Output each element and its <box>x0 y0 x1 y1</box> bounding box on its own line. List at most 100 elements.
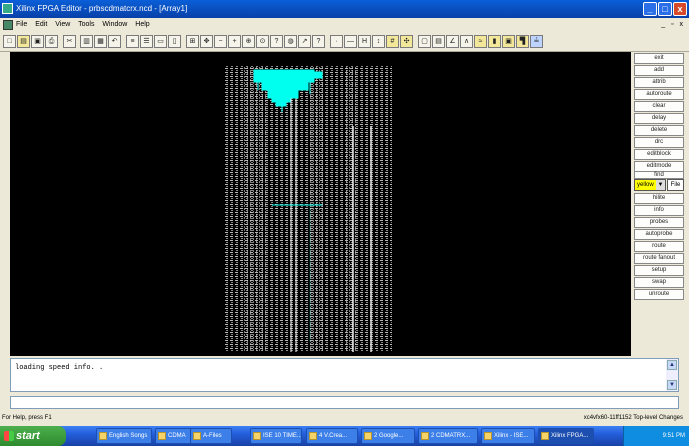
task-xilinx-ise[interactable]: Xilinx - ISE... <box>481 428 535 444</box>
start-button[interactable]: start <box>0 426 66 446</box>
status-device-info: xc4vfx60-11ff1152 Top-level Changes <box>583 415 683 421</box>
find-button[interactable]: find <box>634 171 684 179</box>
zoom-out-icon[interactable]: − <box>214 35 227 48</box>
task-google[interactable]: 2 Google... <box>361 428 415 444</box>
fpga-array-canvas[interactable] <box>10 52 631 356</box>
maximize-button[interactable]: □ <box>658 2 672 16</box>
route-button[interactable]: route <box>634 241 684 252</box>
task-xilinx-fpga[interactable]: Xilinx FPGA... <box>538 428 594 444</box>
minimize-button[interactable]: _ <box>643 2 657 16</box>
probes-button[interactable]: probes <box>634 217 684 228</box>
task-a-files[interactable]: A-Files <box>190 428 232 444</box>
clear-button[interactable]: clear <box>634 101 684 112</box>
task-english-songs[interactable]: English Songs <box>96 428 152 444</box>
port-icon[interactable]: ▮ <box>488 35 501 48</box>
zoom-select-icon[interactable]: ⊙ <box>256 35 269 48</box>
save-icon[interactable]: ▣ <box>31 35 44 48</box>
zoom-fit-icon[interactable]: ✥ <box>200 35 213 48</box>
list-view-icon[interactable]: ☰ <box>140 35 153 48</box>
delete-button[interactable]: delete <box>634 125 684 136</box>
window-title: Xilinx FPGA Editor - prbscdmatcrx.ncd - … <box>16 4 188 13</box>
pin-icon[interactable]: ↕ <box>372 35 385 48</box>
windows-taskbar: start English Songs CDMA A-Files ISE 10 … <box>0 426 689 446</box>
path-icon[interactable]: ∠ <box>446 35 459 48</box>
probe-icon[interactable]: ≈ <box>474 35 487 48</box>
layers-icon[interactable]: ≟ <box>530 35 543 48</box>
copy-icon[interactable]: ▥ <box>80 35 93 48</box>
paste-icon[interactable]: ▦ <box>94 35 107 48</box>
autoroute-button[interactable]: autoroute <box>634 89 684 100</box>
unroute-button[interactable]: unroute <box>634 289 684 300</box>
menu-edit[interactable]: Edit <box>35 21 48 28</box>
new-icon[interactable]: □ <box>3 35 16 48</box>
open-icon[interactable]: ▤ <box>17 35 30 48</box>
exit-button[interactable]: exit <box>634 53 684 64</box>
command-input[interactable] <box>10 396 679 409</box>
zoom-area-icon[interactable]: ⊕ <box>242 35 255 48</box>
attrib-button[interactable]: attrib <box>634 77 684 88</box>
zoom-in-icon[interactable]: + <box>228 35 241 48</box>
task-ise-time[interactable]: ISE 10 TIME... <box>250 428 302 444</box>
task-label: Xilinx - ISE... <box>494 433 529 439</box>
autoprobe-button[interactable]: autoprobe <box>634 229 684 240</box>
drc-button[interactable]: drc <box>634 137 684 148</box>
task-label: 2 Google... <box>374 433 404 439</box>
array-view-icon[interactable]: ≡ <box>126 35 139 48</box>
menu-bar: File Edit View Tools Window Help _ ▫ x <box>0 18 689 32</box>
stop-icon[interactable]: ◍ <box>284 35 297 48</box>
hline-icon[interactable]: — <box>344 35 357 48</box>
console-scrollbar[interactable]: ▲ ▼ <box>666 359 678 391</box>
windows-logo-icon <box>4 431 14 441</box>
route-fanout-button[interactable]: route fanout <box>634 253 684 264</box>
scroll-down-icon[interactable]: ▼ <box>667 380 677 390</box>
setup-button[interactable]: setup <box>634 265 684 276</box>
undo-icon[interactable]: ↶ <box>108 35 121 48</box>
print-icon[interactable]: ⎙ <box>45 35 58 48</box>
editblock-button[interactable]: editblock <box>634 149 684 160</box>
task-label: 4 V.Crea... <box>319 433 348 439</box>
help-pointer-icon[interactable]: ? <box>312 35 325 48</box>
hilite-button[interactable]: hilite <box>634 193 684 204</box>
menu-tools[interactable]: Tools <box>78 21 95 28</box>
hilite-color-select[interactable]: yellow ▼ <box>634 179 666 191</box>
net-icon[interactable]: # <box>386 35 399 48</box>
add-button[interactable]: add <box>634 65 684 76</box>
task-v-crea[interactable]: 4 V.Crea... <box>306 428 358 444</box>
clock-region-icon[interactable]: ▣ <box>502 35 515 48</box>
folder-icon <box>253 432 261 440</box>
hilite-file-button[interactable]: File <box>667 179 684 191</box>
chevron-down-icon[interactable]: ▼ <box>656 180 665 190</box>
component-icon[interactable]: ▢ <box>418 35 431 48</box>
task-label: English Songs <box>109 433 148 439</box>
tile-icon[interactable]: ▜ <box>516 35 529 48</box>
redraw-icon[interactable]: ? <box>270 35 283 48</box>
slice-icon[interactable]: ▤ <box>432 35 445 48</box>
system-tray[interactable]: 9:51 PM <box>623 426 689 446</box>
menu-file[interactable]: File <box>16 21 28 28</box>
task-cdmatrx[interactable]: 2 CDMATRX... <box>418 428 478 444</box>
delay-button[interactable]: delay <box>634 113 684 124</box>
history-console[interactable]: loading speed info. . ▲ ▼ <box>10 358 679 392</box>
line-icon[interactable]: · <box>330 35 343 48</box>
swap-button[interactable]: swap <box>634 277 684 288</box>
close-button[interactable]: x <box>673 2 687 16</box>
cut-icon[interactable]: ✂ <box>63 35 76 48</box>
world-view-icon[interactable]: ▭ <box>154 35 167 48</box>
scroll-up-icon[interactable]: ▲ <box>667 360 677 370</box>
menu-window[interactable]: Window <box>102 21 128 28</box>
block-view-icon[interactable]: ▯ <box>168 35 181 48</box>
document-icon <box>3 20 13 30</box>
info-button[interactable]: info <box>634 205 684 216</box>
macro-icon[interactable]: ✣ <box>400 35 413 48</box>
route-icon[interactable]: ↗ <box>298 35 311 48</box>
placed-logic-cluster[interactable] <box>253 69 323 112</box>
select-icon[interactable]: ⊞ <box>186 35 199 48</box>
task-label: A-Files <box>203 433 222 439</box>
bus-icon[interactable]: H <box>358 35 371 48</box>
menu-view[interactable]: View <box>55 21 71 28</box>
delay-icon[interactable]: ∧ <box>460 35 473 48</box>
mdi-controls[interactable]: _ ▫ x <box>661 21 685 28</box>
menu-help[interactable]: Help <box>135 21 150 28</box>
app-icon <box>541 432 549 440</box>
